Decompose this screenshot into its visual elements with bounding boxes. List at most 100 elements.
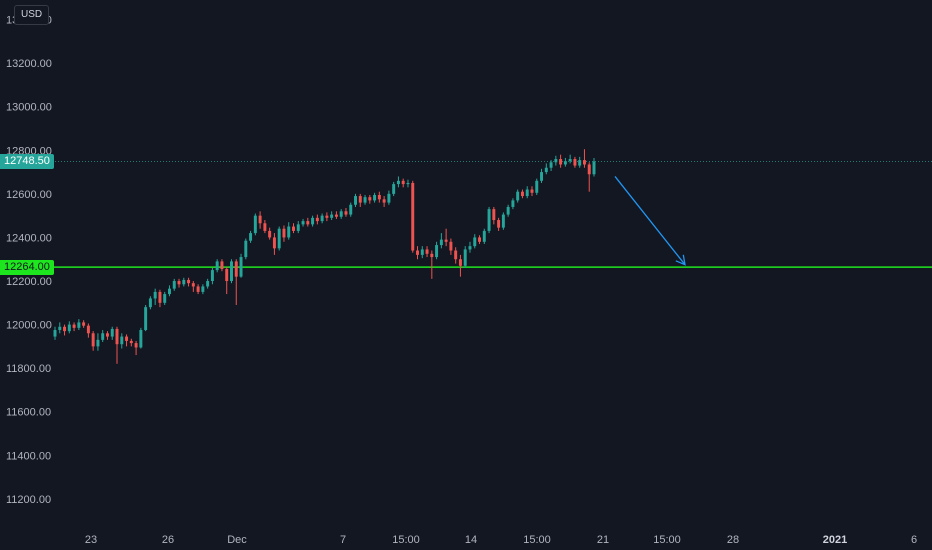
candle xyxy=(196,284,200,295)
candle xyxy=(101,330,105,343)
x-tick-label: 23 xyxy=(85,534,97,546)
candle xyxy=(115,326,119,364)
candle xyxy=(468,241,472,253)
candle xyxy=(234,259,238,305)
candle xyxy=(268,227,272,240)
arrow-head-icon xyxy=(675,254,686,266)
candle xyxy=(482,228,486,244)
x-tick-label: 14 xyxy=(465,534,477,546)
candle xyxy=(544,163,548,175)
candle xyxy=(292,223,295,234)
candle xyxy=(435,241,439,260)
candle xyxy=(473,234,477,249)
candle xyxy=(172,278,176,291)
candle xyxy=(559,154,563,168)
candle xyxy=(86,323,90,338)
candle xyxy=(458,254,462,277)
candle xyxy=(153,288,157,305)
candle xyxy=(530,186,534,197)
candle xyxy=(587,162,591,192)
candle xyxy=(144,304,148,332)
y-tick-label: 13200.00 xyxy=(6,58,52,70)
x-tick-label: 2021 xyxy=(823,534,847,546)
candle xyxy=(554,155,558,166)
candle xyxy=(501,212,505,230)
y-tick-label: 12600.00 xyxy=(6,189,52,201)
candle xyxy=(105,331,109,340)
candle xyxy=(444,228,448,247)
candle xyxy=(511,198,515,210)
candle xyxy=(439,233,443,249)
candle xyxy=(463,246,467,268)
candle xyxy=(282,225,286,242)
candle xyxy=(301,218,305,227)
candle xyxy=(230,259,233,284)
candle xyxy=(354,193,357,207)
price-axis[interactable]: 13400.0013200.0013000.0012800.0012600.00… xyxy=(6,15,52,506)
candle xyxy=(244,238,248,260)
candle xyxy=(225,266,229,295)
candle xyxy=(110,326,114,340)
y-tick-label: 12200.00 xyxy=(6,276,52,288)
currency-label[interactable]: USD xyxy=(14,5,50,25)
candle xyxy=(249,230,253,243)
candle xyxy=(287,222,291,240)
candle xyxy=(53,326,57,340)
x-tick-label: 15:00 xyxy=(653,534,681,546)
candle xyxy=(373,192,377,203)
x-tick-label: 21 xyxy=(597,534,609,546)
x-tick-label: Dec xyxy=(227,534,247,546)
candle xyxy=(72,322,76,332)
candle xyxy=(406,179,410,188)
candle xyxy=(134,340,138,356)
candle xyxy=(563,157,567,167)
candle xyxy=(187,277,191,287)
candle xyxy=(296,221,300,234)
candle xyxy=(139,327,143,349)
candle xyxy=(430,250,434,279)
candle xyxy=(411,180,415,253)
candle xyxy=(182,277,186,287)
candle xyxy=(382,196,386,207)
candle xyxy=(277,226,281,251)
arrow-shaft xyxy=(614,176,686,266)
candle xyxy=(535,178,539,195)
candle xyxy=(330,211,334,221)
candle xyxy=(516,189,520,203)
candle xyxy=(540,168,544,183)
candle xyxy=(220,259,224,272)
time-axis[interactable]: 23 26 Dec 7 15:00 14 15:00 21 15:00 28 2021 6 xyxy=(85,534,917,546)
candle xyxy=(67,321,71,334)
candle xyxy=(568,154,572,164)
candle xyxy=(77,319,81,331)
candle xyxy=(387,190,391,205)
candle xyxy=(334,211,338,219)
candle xyxy=(449,238,453,255)
candle xyxy=(315,214,319,225)
candle xyxy=(129,338,133,347)
candle xyxy=(478,235,481,244)
candle xyxy=(82,320,86,328)
candle xyxy=(425,246,429,258)
candle xyxy=(58,322,62,334)
candle xyxy=(525,186,529,199)
candle xyxy=(573,156,577,168)
candle xyxy=(582,149,586,168)
y-tick-label: 13000.00 xyxy=(6,102,52,114)
y-tick-label: 12000.00 xyxy=(6,320,52,332)
candle xyxy=(349,202,353,217)
candle xyxy=(258,211,262,229)
candle xyxy=(492,206,496,225)
x-tick-label: 6 xyxy=(911,534,917,546)
candle xyxy=(401,178,405,188)
candle xyxy=(416,246,419,260)
candle xyxy=(201,284,205,295)
trend-arrow-annotation[interactable] xyxy=(614,176,686,266)
support-price-tag: 12264.00 xyxy=(0,259,54,275)
candle xyxy=(420,246,424,259)
candle xyxy=(148,296,152,310)
candle xyxy=(311,215,315,227)
x-tick-label: 26 xyxy=(162,534,174,546)
candlestick-series xyxy=(53,149,596,364)
